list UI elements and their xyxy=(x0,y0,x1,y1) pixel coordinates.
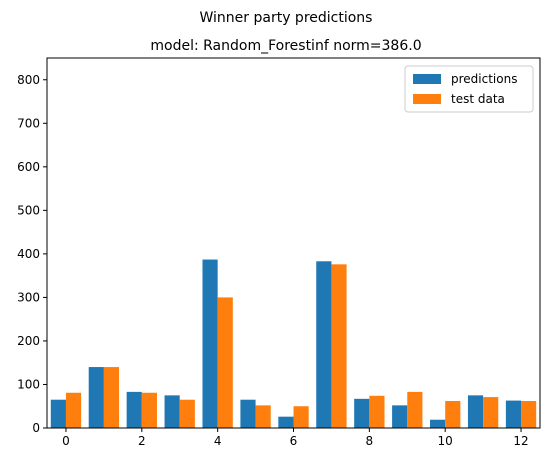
bar-predictions-12 xyxy=(505,400,522,428)
bars-group xyxy=(50,259,537,428)
y-tick-label: 300 xyxy=(17,290,40,304)
legend-label: test data xyxy=(451,92,505,106)
x-tick-label: 2 xyxy=(138,434,146,448)
bar-predictions-1 xyxy=(88,367,104,428)
bar-predictions-4 xyxy=(202,259,218,428)
axes-group: 0 2 4 6 8 10 12 0 100 200 300 400 500 600 700 800 xyxy=(17,57,541,448)
bar-test-data-12 xyxy=(521,401,537,428)
bar-predictions-11 xyxy=(467,395,484,428)
chart-suptitle: Winner party predictions xyxy=(200,10,373,26)
y-tick-label: 800 xyxy=(17,73,40,87)
bar-predictions-2 xyxy=(126,391,142,428)
bar-test-data-6 xyxy=(293,406,309,428)
bar-predictions-9 xyxy=(392,405,408,428)
bar-test-data-3 xyxy=(179,399,195,428)
y-tick-label: 500 xyxy=(17,203,40,217)
plot-frame xyxy=(46,57,541,429)
bar-predictions-5 xyxy=(240,399,256,428)
bar-predictions-7 xyxy=(316,261,332,428)
x-tick-label: 10 xyxy=(438,434,453,448)
chart-title: model: Random_Forestinf norm=386.0 xyxy=(150,38,421,54)
legend-swatch xyxy=(413,74,441,84)
bar-test-data-10 xyxy=(445,401,461,428)
bar-predictions-10 xyxy=(430,419,446,428)
bar-predictions-8 xyxy=(354,398,370,428)
bar-test-data-7 xyxy=(331,264,347,428)
y-tick-label: 700 xyxy=(17,116,40,130)
bar-test-data-11 xyxy=(483,397,499,428)
bar-predictions-0 xyxy=(50,399,66,428)
x-tick-label: 12 xyxy=(513,434,528,448)
x-tick-label: 8 xyxy=(366,434,374,448)
bar-test-data-5 xyxy=(255,405,271,428)
x-tick-label: 6 xyxy=(290,434,298,448)
bar-test-data-9 xyxy=(407,391,423,428)
legend: predictions test data xyxy=(404,65,534,113)
legend-label: predictions xyxy=(451,72,517,86)
y-tick-label: 600 xyxy=(17,160,40,174)
y-tick-label: 0 xyxy=(32,421,40,435)
bar-predictions-6 xyxy=(278,416,294,428)
bar-predictions-3 xyxy=(164,395,180,428)
bar-test-data-2 xyxy=(141,392,157,428)
bar-test-data-0 xyxy=(65,392,82,428)
y-tick-label: 200 xyxy=(17,334,40,348)
x-tick-label: 0 xyxy=(62,434,70,448)
legend-swatch xyxy=(413,94,441,104)
bar-test-data-4 xyxy=(217,297,233,428)
x-tick-label: 4 xyxy=(214,434,222,448)
y-tick-label: 100 xyxy=(17,377,40,391)
bar-test-data-1 xyxy=(103,367,120,428)
bar-test-data-8 xyxy=(369,395,385,428)
y-tick-label: 400 xyxy=(17,247,40,261)
